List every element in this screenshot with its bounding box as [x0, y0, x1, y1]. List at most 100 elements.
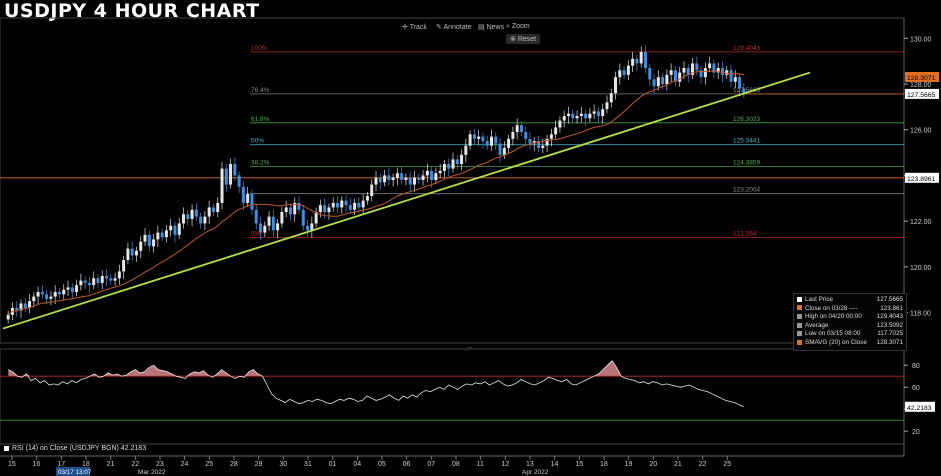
candle-body — [241, 186, 245, 203]
candle — [489, 129, 493, 151]
candle-body — [596, 111, 600, 116]
candle — [66, 280, 70, 297]
candle-body — [306, 225, 310, 231]
rsi-line — [8, 360, 744, 408]
x-day-label: 20 — [649, 461, 657, 468]
candle — [36, 286, 40, 305]
candle-body — [605, 102, 609, 110]
candle-body — [742, 88, 746, 94]
fib-price-label: 124.3859 — [733, 160, 760, 167]
candle — [130, 241, 134, 261]
candle-body — [348, 205, 352, 210]
candle-body — [126, 248, 130, 260]
candle — [87, 277, 91, 293]
candle — [742, 83, 746, 99]
candle — [378, 173, 382, 190]
reset-button[interactable]: ⊗ Reset — [506, 34, 541, 44]
candle-body — [622, 70, 626, 75]
candle — [169, 218, 173, 237]
x-day-label: 04 — [353, 461, 361, 468]
candle-body — [216, 202, 220, 212]
candle-body — [220, 168, 224, 203]
candle-body — [49, 296, 53, 299]
cursor-date-tag: 03/17 13:07 — [58, 469, 92, 476]
legend-value: 129.4043 — [876, 313, 903, 321]
candle — [442, 159, 446, 178]
sma-price-tag-bg — [905, 71, 939, 82]
zoom-label: Zoom — [511, 23, 530, 30]
candle — [79, 273, 83, 291]
candle-body — [507, 138, 511, 148]
candle — [725, 66, 729, 79]
annotate-button[interactable]: ✎ Annotate — [436, 24, 472, 31]
legend-item: Last Price 127.5665 — [797, 296, 903, 304]
legend-label: Low on 03/15 08:00 — [805, 330, 861, 338]
candle-body — [661, 77, 665, 84]
candle — [331, 197, 335, 212]
x-day-label: 08 — [452, 461, 460, 468]
candle-body — [575, 116, 579, 119]
candle-body — [293, 202, 297, 215]
x-day-label: 18 — [600, 461, 608, 468]
candle — [699, 66, 703, 84]
y-tick-label: 118.00 — [910, 311, 931, 318]
candle-body — [156, 232, 160, 240]
y-tick-label: 122.00 — [910, 219, 932, 226]
x-day-label: 25 — [205, 461, 213, 468]
candle-body — [109, 278, 113, 281]
candle-body — [652, 79, 656, 87]
candle-body — [36, 292, 40, 297]
candle — [391, 173, 395, 187]
candle-body — [468, 134, 472, 146]
candle-body — [237, 175, 241, 187]
candle-body — [229, 164, 233, 185]
candle — [545, 134, 549, 153]
candle-body — [164, 230, 168, 238]
fib-level-label: 0% — [251, 231, 261, 238]
candle-body — [391, 177, 395, 180]
candle-body — [729, 70, 733, 82]
candle-body — [494, 136, 498, 144]
candle — [250, 189, 254, 215]
candle-body — [584, 113, 588, 119]
candle — [276, 219, 280, 238]
candle — [323, 198, 327, 219]
candle-body — [57, 292, 61, 295]
candle — [532, 137, 536, 151]
candle — [434, 167, 438, 185]
legend-swatch — [797, 314, 802, 320]
candle — [639, 46, 643, 68]
candle — [32, 292, 36, 308]
candle — [485, 135, 489, 150]
candle — [656, 70, 660, 91]
zoom-button[interactable]: ⌕ Zoom — [506, 23, 530, 30]
candle — [246, 186, 250, 207]
x-day-label: 01 — [329, 461, 337, 468]
candle-body — [460, 154, 464, 164]
candle — [177, 217, 181, 239]
candle-body — [336, 202, 339, 208]
candle-body — [152, 239, 156, 247]
rsi-overbought-fill — [8, 360, 744, 377]
candle — [139, 236, 143, 259]
news-button[interactable]: ▤ News — [478, 24, 505, 31]
candle — [57, 287, 61, 299]
track-button[interactable]: ✛ Track — [402, 24, 427, 31]
candle — [562, 110, 566, 127]
candle — [665, 69, 669, 91]
candle — [6, 310, 10, 324]
candle — [643, 45, 647, 74]
x-day-label: 05 — [378, 461, 386, 468]
candle — [263, 221, 267, 237]
candle-body — [284, 207, 288, 212]
candle-body — [96, 278, 100, 283]
candle-body — [246, 193, 250, 203]
candle — [134, 246, 138, 262]
candle-body — [511, 132, 515, 139]
candle — [40, 285, 44, 299]
candle-body — [430, 170, 434, 180]
legend-value: 117.7025 — [877, 330, 903, 338]
candle — [182, 207, 186, 229]
candle-body — [6, 314, 10, 320]
